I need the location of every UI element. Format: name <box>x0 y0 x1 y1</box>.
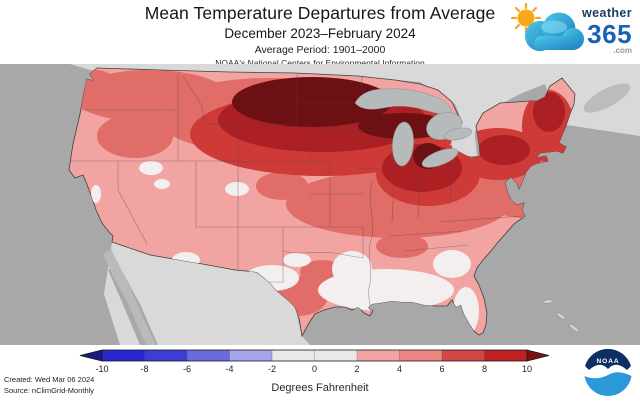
canada-landmass <box>70 64 640 139</box>
source-label: Source: nClimGrid-Monthly <box>4 386 95 395</box>
map-container <box>0 64 640 345</box>
baja-peninsula <box>103 249 156 345</box>
colorbar-tick-label: 4 <box>397 364 402 374</box>
weather365-number: 365 <box>587 18 633 49</box>
footer-meta: Created: Wed Mar 06 2024 Source: nClimGr… <box>4 374 94 396</box>
colorbar-tick-label: -6 <box>183 364 191 374</box>
mexico-landmass <box>103 242 310 345</box>
colorbar-segment <box>144 350 187 361</box>
weather365-word: weather <box>582 6 633 21</box>
colorbar-tick-label: 2 <box>354 364 359 374</box>
colorbar-tick-label: 6 <box>439 364 444 374</box>
colorbar-tick-label: 0 <box>312 364 317 374</box>
lake-michigan <box>392 121 414 167</box>
colorbar-segment <box>357 350 400 361</box>
created-label: Created: Wed Mar 06 2024 <box>4 375 95 384</box>
subtitle-period: December 2023–February 2024 <box>224 26 416 41</box>
page-title: Mean Temperature Departures from Average <box>144 3 496 23</box>
noaa-logo: NOAA <box>582 346 634 398</box>
colorbar: -10 -8 -6 -4 -2 0 2 4 6 8 10 <box>0 346 640 378</box>
colorbar-tick-label: 10 <box>522 364 532 374</box>
colorbar-tick-label: -4 <box>225 364 233 374</box>
weather365-tld: .com <box>613 45 633 55</box>
colorbar-unit-label: Degrees Fahrenheit <box>271 382 369 394</box>
colorbar-tick-label: 8 <box>482 364 487 374</box>
sun-cloud-icon <box>510 2 584 51</box>
lake-superior <box>354 88 452 114</box>
colorbar-segment <box>314 350 357 361</box>
noaa-emblem-icon: NOAA <box>584 348 632 397</box>
bahamas-islands <box>541 299 580 333</box>
colorbar-outline <box>101 349 528 362</box>
header: Mean Temperature Departures from Average… <box>0 3 640 68</box>
lake-erie <box>421 148 459 168</box>
great-lakes <box>354 88 472 168</box>
colorbar-right-arrow <box>526 349 550 362</box>
lake-ontario <box>444 127 472 141</box>
colorbar-tick-label: -8 <box>140 364 148 374</box>
colorbar-segment <box>102 350 145 361</box>
colorbar-segment <box>187 350 230 361</box>
colorbar-tick-label: -10 <box>95 364 108 374</box>
colorbar-left-arrow <box>79 349 103 362</box>
average-period-label: Average Period: 1901–2000 <box>254 44 386 56</box>
colorbar-segment <box>272 350 315 361</box>
colorbar-segment <box>442 350 485 361</box>
weather365-logo: weather 365 .com <box>500 2 638 60</box>
organization-label: NOAA's National Centers for Environmenta… <box>215 58 425 68</box>
colorbar-segment <box>399 350 442 361</box>
state-borders <box>69 74 523 315</box>
colorbar-segment <box>229 350 272 361</box>
cloud-icon <box>525 12 584 51</box>
colorbar-tick-label: -2 <box>268 364 276 374</box>
colorbar-segment <box>484 350 527 361</box>
us-temperature-map <box>0 64 640 345</box>
noaa-emblem-text: NOAA <box>596 358 619 365</box>
